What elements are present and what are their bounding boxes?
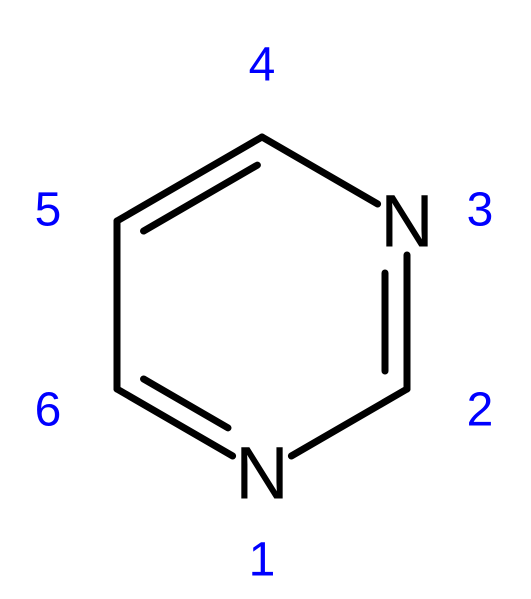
molecule-canvas: N N 1 2 3 4 5 6: [0, 0, 531, 599]
atom-label-3: N: [380, 180, 433, 263]
position-label-6: 6: [35, 384, 62, 437]
position-label-2: 2: [467, 384, 494, 437]
atom-label-1: N: [235, 432, 288, 515]
position-label-3: 3: [467, 184, 494, 237]
position-label-4: 4: [249, 39, 276, 92]
position-label-1: 1: [249, 534, 276, 587]
position-label-5: 5: [35, 184, 62, 237]
